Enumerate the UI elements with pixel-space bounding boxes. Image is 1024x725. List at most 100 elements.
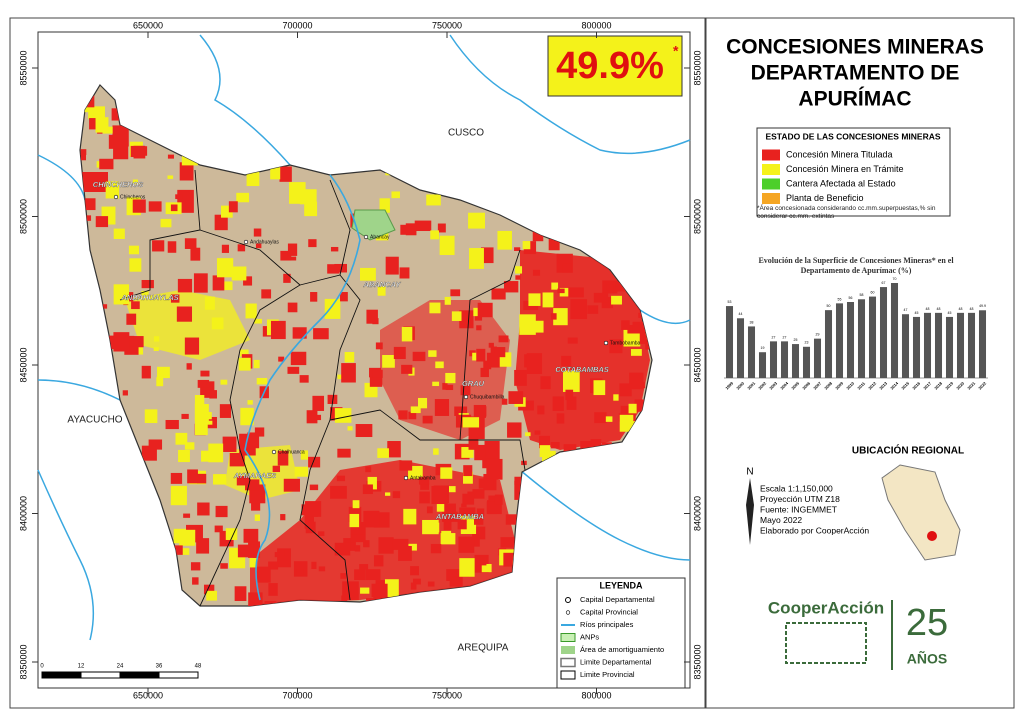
x-tick-label: 2015	[900, 380, 910, 390]
concession	[434, 399, 450, 416]
concession	[557, 288, 565, 294]
concession	[219, 281, 233, 291]
concession	[562, 263, 572, 273]
legend-label: ANPs	[580, 632, 599, 641]
concession	[152, 240, 165, 252]
concession	[451, 577, 461, 584]
concession	[304, 516, 314, 529]
x-coordinate-label: 750000	[432, 690, 462, 700]
concession	[613, 394, 619, 401]
concession	[284, 549, 291, 557]
concession	[420, 479, 430, 490]
status-label: Cantera Afectada al Estado	[786, 178, 896, 188]
map-info: Escala 1:1,150,000	[760, 483, 833, 493]
concession	[212, 275, 225, 291]
concession	[422, 519, 439, 535]
concession	[341, 363, 356, 383]
bar	[879, 287, 888, 378]
concession	[253, 359, 260, 369]
concession	[440, 533, 456, 545]
concession	[254, 318, 262, 324]
concession	[542, 292, 554, 308]
concession	[196, 538, 210, 554]
scale-label: 12	[78, 664, 85, 670]
concession	[359, 564, 369, 570]
north-arrow	[746, 478, 754, 545]
concession	[132, 199, 146, 213]
capital-label: Chincheros	[120, 194, 146, 200]
x-coordinate-label: 700000	[282, 20, 312, 30]
concession	[378, 537, 394, 554]
concession	[398, 410, 408, 420]
legend-symbol	[560, 670, 576, 680]
region-label: CUSCO	[448, 128, 484, 139]
concession	[500, 537, 515, 548]
logo-number: 25	[906, 602, 948, 644]
x-tick-label: 2020	[955, 380, 965, 390]
concession	[280, 250, 292, 261]
concession	[360, 267, 376, 281]
concession	[593, 292, 609, 303]
concession	[184, 442, 195, 450]
location-title: UBICACIÓN REGIONAL	[852, 444, 964, 457]
concession	[306, 410, 318, 424]
concession	[534, 430, 541, 435]
concession	[165, 419, 179, 430]
concession	[287, 243, 298, 256]
concession	[435, 361, 444, 369]
concession	[274, 552, 280, 558]
status-swatch	[762, 149, 780, 161]
legend-symbol	[565, 597, 571, 603]
map-info: Fuente: INGEMMET	[760, 504, 837, 514]
concession	[342, 581, 359, 601]
percentage-asterisk: *	[673, 43, 679, 59]
y-coordinate-label: 8550000	[692, 50, 702, 85]
bar	[978, 310, 987, 378]
concession	[193, 273, 208, 293]
concession	[130, 145, 145, 158]
concession	[100, 304, 108, 309]
concession	[384, 579, 399, 597]
concession	[237, 544, 254, 558]
concession	[292, 327, 307, 339]
concession	[299, 189, 317, 205]
patch	[80, 172, 108, 192]
concession	[494, 347, 506, 358]
concession	[461, 503, 467, 508]
concession	[249, 557, 258, 568]
concession	[621, 320, 630, 330]
concession	[430, 230, 440, 240]
concession	[141, 290, 149, 296]
concession	[508, 391, 524, 404]
concession	[194, 404, 209, 422]
concession	[148, 201, 162, 212]
percentage-box	[547, 35, 683, 97]
concession	[245, 479, 260, 491]
concession	[170, 472, 183, 484]
bar	[890, 283, 899, 378]
concession	[186, 363, 192, 370]
concession	[131, 301, 140, 310]
concession	[393, 346, 406, 360]
legend-symbol	[560, 633, 576, 642]
concession	[593, 380, 606, 396]
concession	[391, 191, 400, 199]
concession	[268, 561, 279, 570]
concession	[228, 201, 238, 213]
bar-value: 60	[871, 290, 875, 294]
legend-symbol	[561, 646, 575, 654]
concession	[450, 289, 461, 297]
x-tick-label: 2004	[779, 380, 789, 390]
concession	[408, 411, 417, 420]
concession	[451, 311, 462, 321]
concession	[410, 406, 421, 414]
concession	[197, 502, 210, 516]
concession	[399, 267, 410, 279]
concession	[176, 306, 193, 322]
concession	[468, 437, 479, 450]
concession	[220, 563, 228, 569]
concession	[433, 448, 439, 455]
concession	[609, 339, 623, 354]
concession	[170, 485, 187, 506]
bar-value: 44	[739, 312, 743, 316]
